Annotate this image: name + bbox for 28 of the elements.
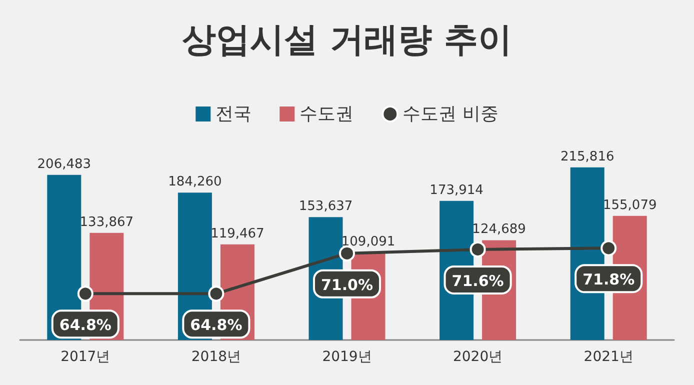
data-label: 155,079 xyxy=(602,198,657,213)
data-label: 124,689 xyxy=(472,222,526,238)
point xyxy=(208,286,224,302)
point xyxy=(339,245,355,262)
point xyxy=(470,241,486,258)
data-label: 184,260 xyxy=(168,174,222,190)
data-label: 64.8% xyxy=(59,316,112,334)
legend-label: 수도권 비중 xyxy=(402,104,498,124)
data-label: 71.8% xyxy=(582,270,635,289)
legend-label: 전국 xyxy=(216,104,252,124)
x-tick-label: 2018년 xyxy=(191,349,242,365)
data-label: 71.6% xyxy=(452,272,504,290)
data-label: 64.8% xyxy=(190,316,242,334)
data-label: 173,914 xyxy=(430,182,484,198)
point xyxy=(77,286,94,302)
x-tick-label: 2020년 xyxy=(452,349,503,365)
point xyxy=(600,240,617,256)
data-label: 215,816 xyxy=(560,149,614,164)
chart-title: 상업시설 거래량 추이 xyxy=(182,20,512,60)
data-label: 153,637 xyxy=(298,199,353,214)
data-label: 119,467 xyxy=(210,226,264,242)
x-tick-label: 2021년 xyxy=(584,349,634,365)
data-label: 206,483 xyxy=(37,156,92,172)
x-tick-label: 2017년 xyxy=(60,349,110,365)
data-label: 71.0% xyxy=(320,276,374,294)
data-label: 133,867 xyxy=(80,214,134,230)
x-tick-label: 2019년 xyxy=(322,349,372,365)
legend-label: 수도권 xyxy=(300,104,354,124)
